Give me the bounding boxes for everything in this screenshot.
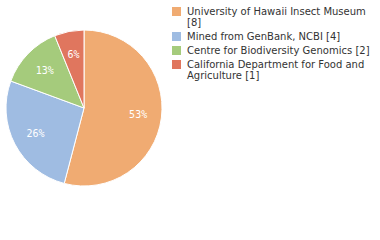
html-text:Centre for Biodiversity Genomi: Centre for Biodiversity Genomics [2] xyxy=(187,45,370,56)
svg-text:6%: 6% xyxy=(68,49,80,60)
svg-text:53%: 53% xyxy=(129,109,147,120)
svg-text:13%: 13% xyxy=(36,65,54,76)
html-text:Mined from GenBank, NCBI [4]: Mined from GenBank, NCBI [4] xyxy=(187,31,341,42)
svg-text:26%: 26% xyxy=(27,128,45,139)
html-text:University of Hawaii Insect Mu: University of Hawaii Insect Museum [8] xyxy=(187,6,366,28)
html-text:California Department for Food: California Department for Food and Agric… xyxy=(187,59,365,81)
